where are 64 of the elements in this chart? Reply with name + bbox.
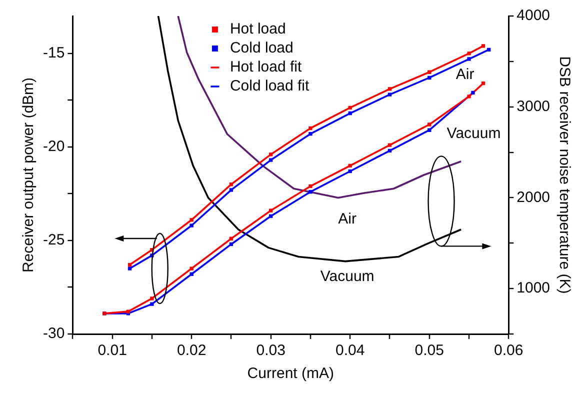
- annotation: Air: [456, 66, 474, 83]
- point: [308, 132, 312, 136]
- x-tick-label: 0.02: [176, 342, 206, 360]
- point: [190, 266, 194, 270]
- point: [388, 92, 392, 96]
- point: [190, 272, 194, 276]
- x-tick-label: 0.04: [336, 342, 365, 360]
- point: [150, 296, 154, 300]
- annotation: Vacuum: [446, 124, 501, 142]
- point: [229, 188, 234, 192]
- point: [229, 242, 234, 246]
- point: [481, 82, 486, 86]
- y2-tick-label: 3000: [516, 98, 550, 115]
- point: [348, 169, 352, 174]
- point: [269, 208, 273, 212]
- point: [428, 128, 432, 132]
- legend-label: Cold load: [230, 40, 294, 57]
- point: [150, 302, 154, 306]
- x-tick-label: 0.03: [256, 342, 286, 360]
- y-tick-label: -25: [42, 232, 65, 249]
- point: [308, 126, 312, 130]
- point: [467, 57, 471, 61]
- point: [229, 236, 234, 240]
- legend-label: Hot load: [230, 20, 286, 38]
- x-tick-label: 0.06: [494, 342, 524, 360]
- point: [269, 158, 273, 162]
- y-tick-label: -30: [42, 325, 65, 342]
- point: [428, 122, 432, 126]
- y-tick-label: -20: [42, 138, 65, 156]
- point: [467, 52, 471, 56]
- y2-tick-label: 1000: [516, 280, 550, 297]
- legend-label: Hot load fit: [230, 58, 302, 76]
- point: [269, 152, 273, 156]
- y-tick-label: -15: [42, 44, 65, 62]
- point: [348, 164, 352, 168]
- x-tick-label: 0.01: [98, 342, 127, 360]
- point: [481, 44, 486, 48]
- point: [471, 90, 475, 95]
- point: [388, 143, 392, 147]
- point: [128, 262, 132, 267]
- y2-axis-title: DSB receiver noise temperature (K): [556, 56, 573, 294]
- point: [308, 184, 312, 188]
- annotation: Air: [338, 210, 356, 228]
- annotation: Vacuum: [320, 268, 374, 285]
- point: [308, 190, 312, 194]
- point: [467, 94, 471, 98]
- x-tick-label: 0.05: [414, 342, 444, 360]
- point: [190, 224, 194, 228]
- y-axis-title: Receiver output power (dBm): [20, 77, 38, 273]
- x-axis-title: Current (mA): [247, 365, 334, 382]
- point: [388, 148, 392, 153]
- point: [269, 214, 273, 218]
- point: [348, 106, 352, 110]
- point: [190, 218, 194, 222]
- y2-tick-label: 2000: [516, 188, 550, 206]
- point: [229, 182, 234, 186]
- legend-label: Cold load fit: [230, 78, 310, 95]
- point: [348, 111, 352, 116]
- point: [486, 48, 491, 52]
- y2-tick-label: 4000: [516, 7, 550, 24]
- point: [128, 266, 132, 270]
- point: [388, 87, 392, 91]
- point: [428, 70, 432, 74]
- point: [428, 76, 432, 80]
